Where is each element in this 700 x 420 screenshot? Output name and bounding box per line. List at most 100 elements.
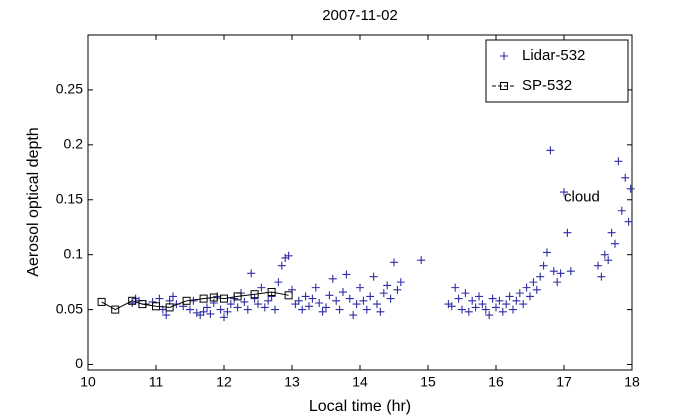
point (206, 309, 215, 318)
point (512, 296, 521, 305)
point (138, 300, 147, 309)
x-tick-label: 13 (284, 374, 300, 390)
y-tick-label: 0 (75, 355, 83, 371)
point (362, 305, 371, 314)
point (396, 278, 405, 287)
point (250, 294, 259, 303)
point (169, 292, 177, 301)
point (475, 292, 483, 301)
y-tick-label: 0.05 (56, 300, 83, 316)
point (543, 248, 551, 257)
point (366, 292, 375, 301)
point (209, 293, 218, 302)
series-line (101, 291, 289, 311)
point (549, 267, 558, 276)
point (529, 278, 538, 287)
point (356, 283, 364, 292)
point (451, 283, 460, 292)
point (481, 305, 490, 314)
y-tick-label: 0.25 (56, 81, 83, 97)
point (315, 299, 324, 307)
point (281, 253, 290, 262)
point (461, 289, 470, 298)
chart-title: 2007-11-02 (322, 7, 398, 24)
point (209, 299, 218, 307)
point (454, 294, 463, 303)
point (165, 303, 174, 312)
point (318, 307, 327, 316)
x-tick-label: 16 (488, 374, 504, 390)
point (260, 303, 269, 312)
point (267, 288, 276, 297)
point (152, 302, 160, 311)
x-tick-label: 15 (420, 374, 436, 390)
point (607, 228, 616, 237)
point (203, 303, 211, 312)
point (594, 261, 602, 270)
point (556, 269, 565, 278)
point (186, 305, 194, 314)
point (189, 296, 198, 305)
point (264, 296, 273, 305)
point (294, 296, 303, 305)
point (376, 307, 385, 316)
point (284, 251, 293, 260)
point (546, 146, 555, 155)
point (626, 184, 635, 193)
point (267, 292, 276, 301)
point (611, 239, 619, 248)
x-tick-label: 14 (352, 374, 368, 390)
point (359, 296, 368, 305)
x-axis-label: Local time (hr) (309, 398, 411, 415)
y-tick-label: 0.2 (64, 136, 84, 152)
y-tick-label: 0.15 (56, 190, 83, 206)
x-tick-label: 10 (80, 374, 96, 390)
point (335, 305, 344, 314)
point (291, 300, 300, 309)
point (604, 256, 613, 265)
point (182, 296, 191, 305)
point (383, 281, 392, 290)
x-tick-label: 17 (556, 374, 572, 390)
point (621, 173, 630, 182)
point (349, 311, 358, 320)
point (393, 285, 402, 294)
point (97, 297, 106, 306)
point (298, 305, 307, 314)
point (519, 300, 528, 309)
point (478, 300, 487, 309)
y-axis-label: Aerosol optical depth (25, 127, 42, 276)
point (247, 269, 256, 278)
point (284, 291, 293, 300)
point (111, 305, 120, 314)
point (386, 294, 395, 303)
point (199, 294, 208, 303)
point (522, 283, 531, 292)
point (322, 303, 330, 312)
point (379, 289, 388, 298)
legend-label: Lidar-532 (522, 47, 585, 64)
point (614, 157, 623, 166)
point (240, 297, 249, 306)
point (271, 305, 279, 314)
point (243, 305, 252, 314)
point (532, 285, 541, 294)
point (444, 300, 453, 309)
point (199, 307, 208, 316)
point (447, 302, 456, 311)
point (250, 290, 259, 299)
point (485, 311, 494, 320)
x-tick-label: 11 (149, 374, 164, 390)
point (509, 305, 517, 314)
point (233, 303, 242, 312)
point (624, 217, 633, 226)
legend-label: SP-532 (522, 77, 572, 94)
point (342, 270, 351, 279)
point (328, 274, 337, 283)
x-tick-label: 12 (216, 374, 232, 390)
point (226, 300, 235, 309)
point (563, 228, 572, 237)
y-tick-label: 0.1 (64, 245, 84, 261)
point (162, 311, 171, 320)
